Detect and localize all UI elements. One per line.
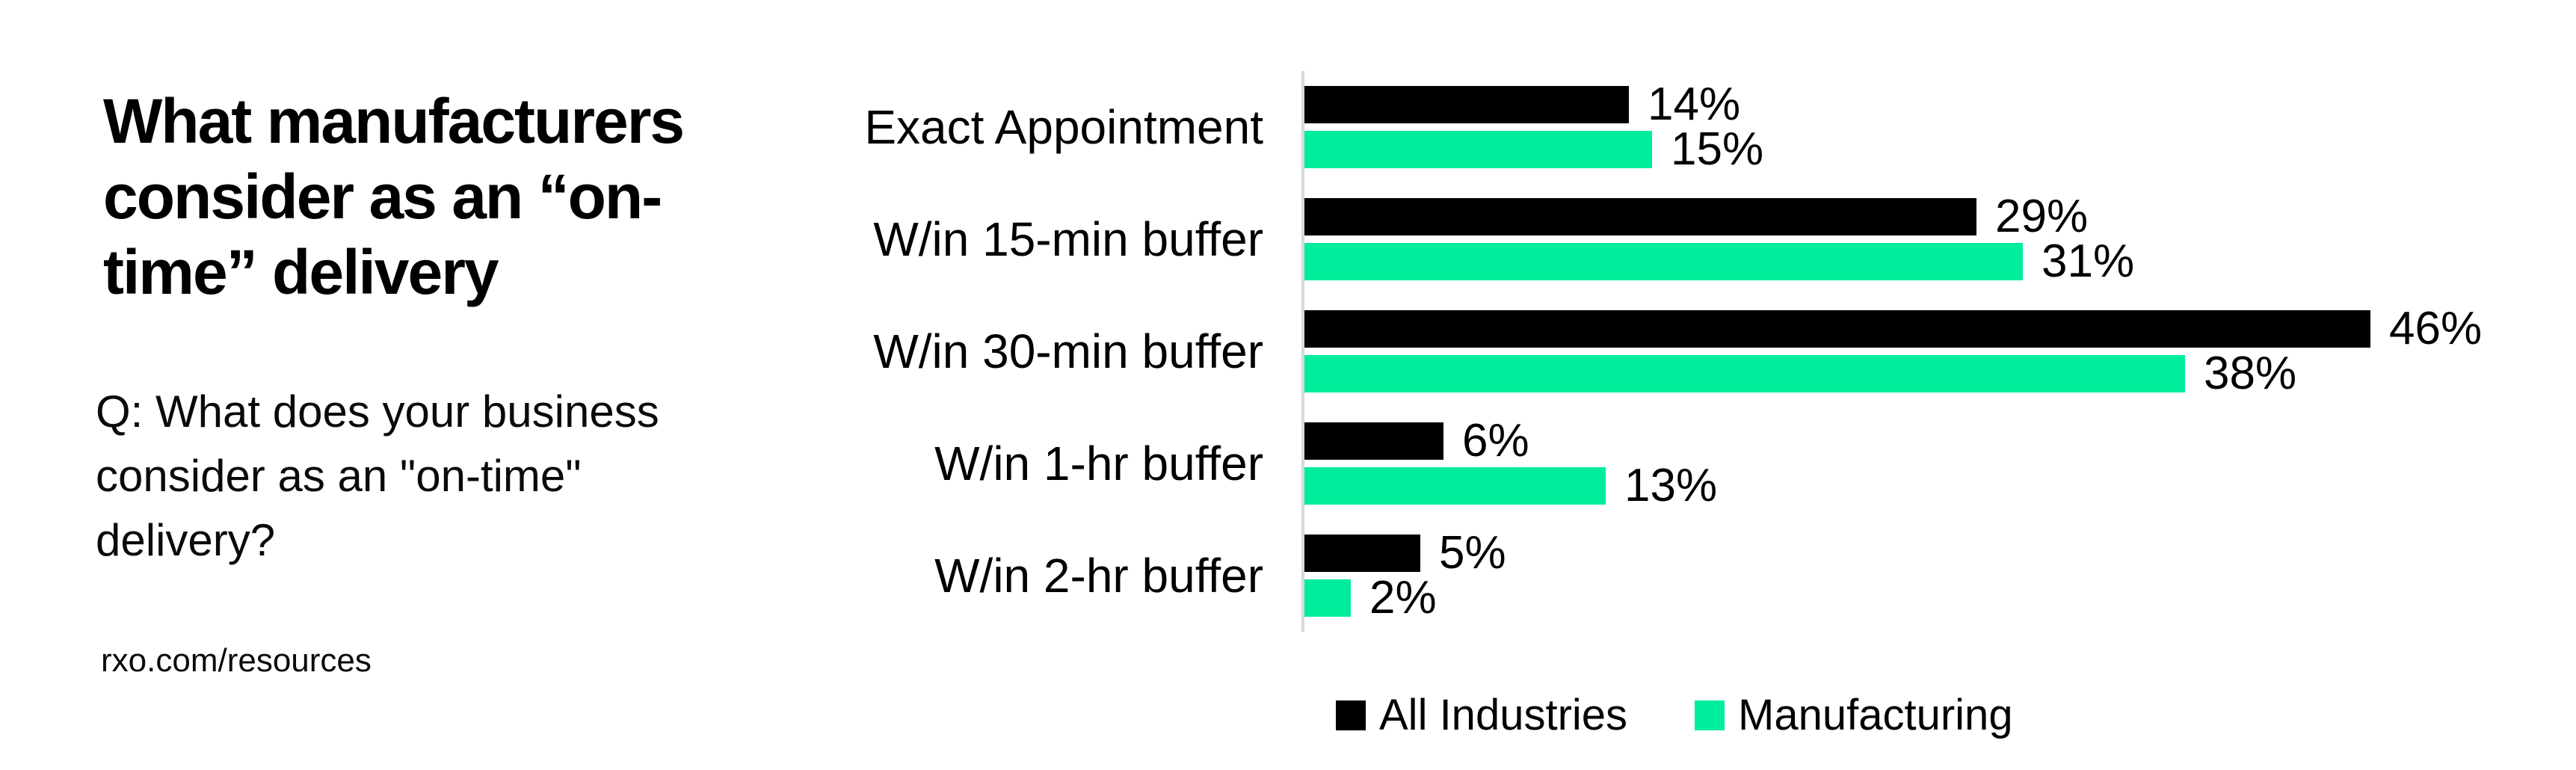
value-label: 29% (1995, 191, 2089, 242)
chart-title: What manufacturers consider as an “on- t… (103, 84, 1000, 310)
value-label: 2% (1369, 572, 1437, 623)
value-label: 6% (1462, 415, 1529, 466)
chart-title-line: time” delivery (103, 237, 499, 307)
legend-item-all-industries: All Industries (1336, 694, 1627, 737)
value-label: 5% (1439, 527, 1506, 579)
value-label: 38% (2204, 348, 2297, 399)
category-label: W/in 2-hr buffer (934, 549, 1263, 603)
category-label: W/in 1-hr buffer (934, 437, 1263, 490)
source-url: rxo.com/resources (101, 642, 372, 679)
bar-all-industries (1304, 422, 1443, 460)
legend-label-manufacturing: Manufacturing (1738, 691, 2013, 739)
survey-question-line: Q: What does your business (96, 386, 659, 437)
bar-all-industries (1304, 310, 2370, 348)
bar-all-industries (1304, 86, 1629, 123)
chart-title-line: What manufacturers (103, 86, 685, 156)
value-label: 14% (1648, 78, 1741, 130)
bar-manufacturing (1304, 131, 1652, 168)
bar-manufacturing (1304, 243, 2023, 280)
value-label: 13% (1624, 460, 1718, 511)
survey-question-line: delivery? (96, 515, 276, 565)
legend-swatch-all-industries (1336, 700, 1366, 730)
legend-item-manufacturing: Manufacturing (1695, 694, 2013, 737)
value-label: 31% (2042, 235, 2135, 287)
chart-title-line: consider as an “on- (103, 161, 662, 232)
legend: All Industries Manufacturing (1336, 694, 2013, 737)
legend-swatch-manufacturing (1695, 700, 1725, 730)
legend-label-all-industries: All Industries (1379, 691, 1628, 739)
category-label: W/in 15-min buffer (873, 212, 1263, 266)
survey-question-line: consider as an "on-time" (96, 451, 582, 501)
category-label: Exact Appointment (864, 100, 1263, 154)
bar-all-industries (1304, 198, 1976, 235)
y-axis-line (1301, 71, 1304, 632)
survey-question: Q: What does your business consider as a… (96, 380, 918, 573)
bar-manufacturing (1304, 579, 1351, 617)
bar-manufacturing (1304, 467, 1606, 505)
value-label: 46% (2389, 303, 2483, 354)
bar-all-industries (1304, 535, 1420, 572)
bar-manufacturing (1304, 355, 2185, 392)
category-label: W/in 30-min buffer (873, 324, 1263, 378)
value-label: 15% (1671, 123, 1764, 175)
